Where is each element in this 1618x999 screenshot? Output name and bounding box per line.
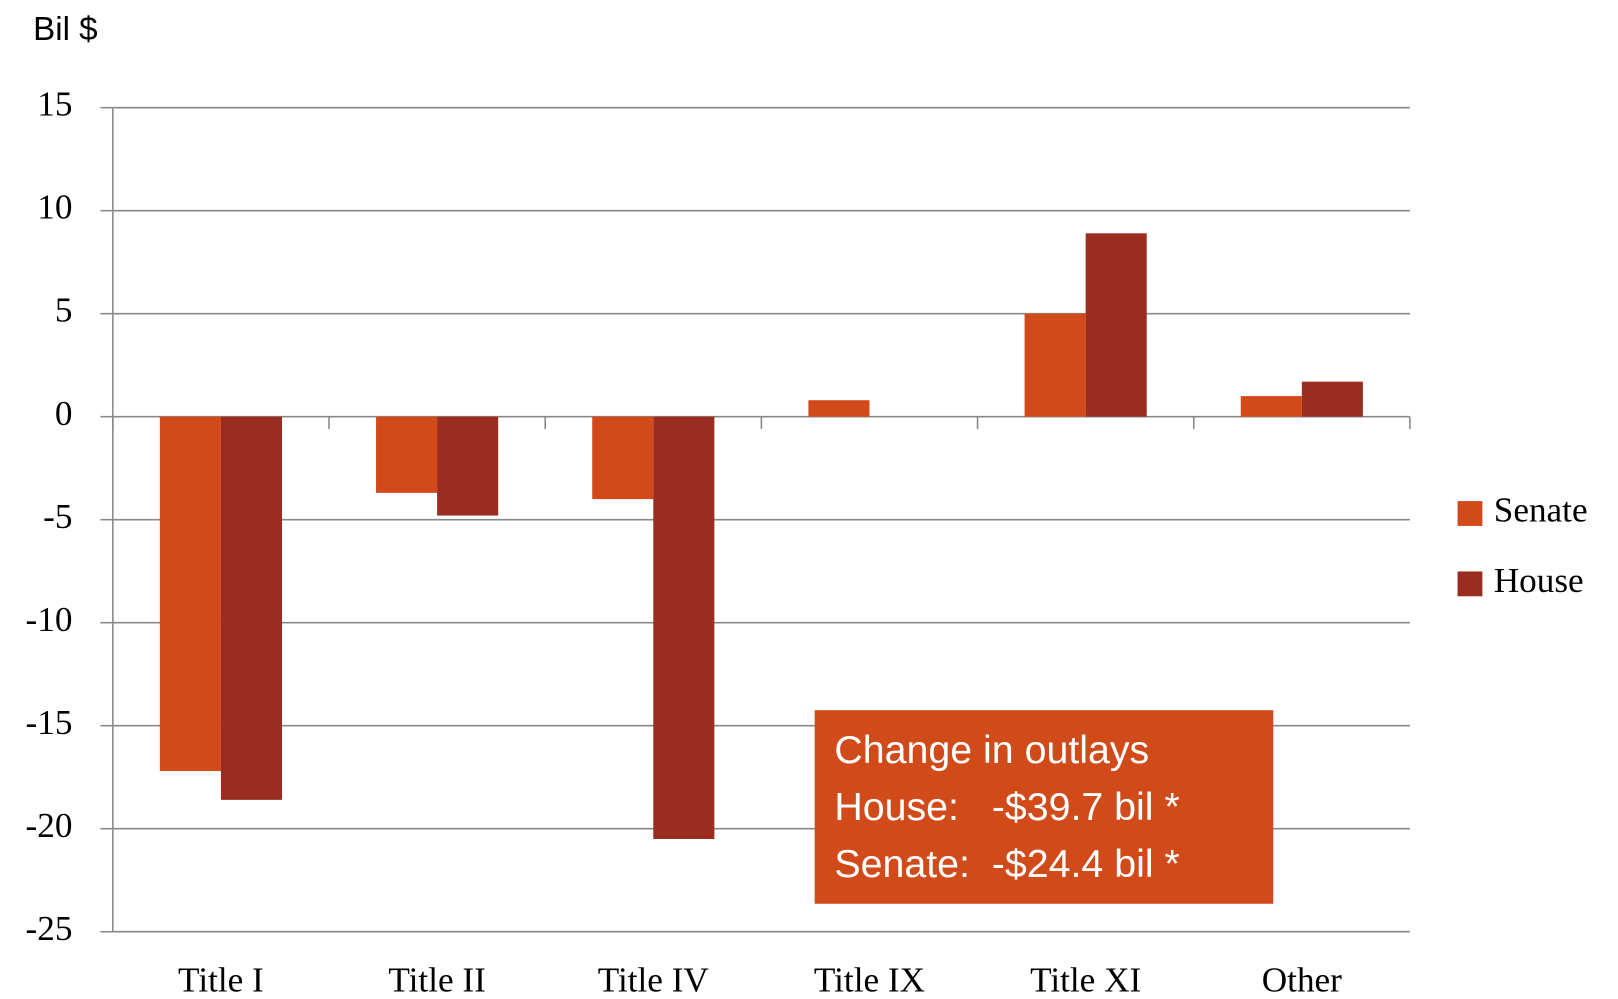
y-tick-label: 15 xyxy=(37,85,72,124)
y-tick-label: -25 xyxy=(26,909,73,948)
bar xyxy=(808,400,870,417)
y-tick-label: 10 xyxy=(37,188,72,227)
legend-swatch xyxy=(1457,501,1483,526)
annotation-text: Senate: -$24.4 bil * xyxy=(834,842,1179,886)
bar xyxy=(376,416,438,493)
x-tick-label: Title I xyxy=(178,961,264,999)
annotation-text: House: -$39.7 bil * xyxy=(834,785,1179,829)
annotation-box xyxy=(814,710,1274,904)
bar xyxy=(1301,381,1363,417)
bar xyxy=(437,416,499,516)
y-tick-label: -10 xyxy=(26,600,73,639)
bar xyxy=(653,416,715,840)
legend-swatch xyxy=(1457,571,1483,597)
y-tick-label: -5 xyxy=(43,497,72,536)
bar xyxy=(220,416,283,800)
x-tick-label: Title IV xyxy=(598,961,710,999)
bar xyxy=(592,416,654,500)
x-tick-label: Title XI xyxy=(1030,961,1141,999)
x-tick-label: Title II xyxy=(388,961,485,999)
y-tick-label: 0 xyxy=(55,394,73,433)
x-tick-label: Title IX xyxy=(814,961,925,999)
bar xyxy=(159,416,221,772)
bar xyxy=(1085,233,1147,417)
legend-label: House xyxy=(1494,561,1584,600)
annotation-text: Change in outlays xyxy=(834,728,1149,772)
x-tick-label: Other xyxy=(1262,961,1342,999)
legend-label: Senate xyxy=(1494,491,1588,530)
y-tick-label: -20 xyxy=(26,806,73,845)
y-tick-label: -15 xyxy=(26,703,73,742)
bar xyxy=(1024,313,1086,417)
y-tick-label: 5 xyxy=(55,291,73,330)
bar xyxy=(1240,396,1302,417)
y-axis-label: Bil $ xyxy=(33,11,97,48)
